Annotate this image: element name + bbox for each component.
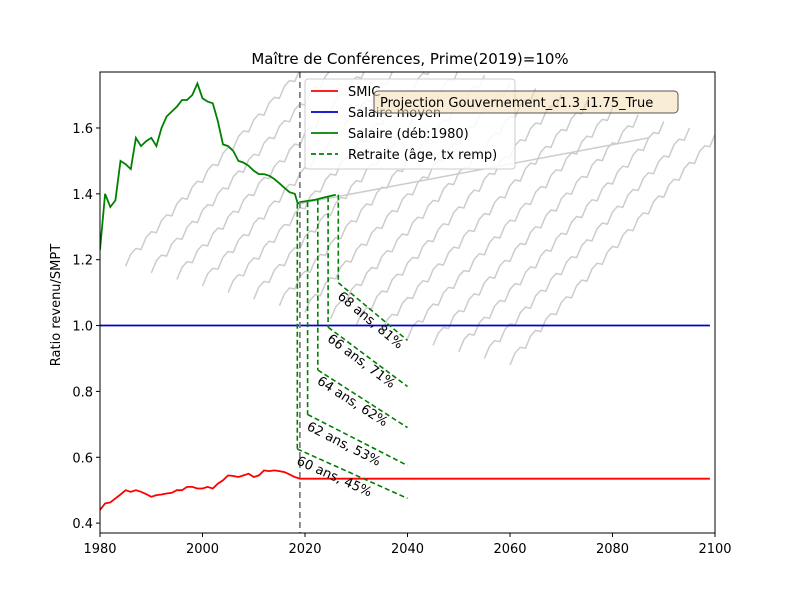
x-tick-label: 2060 — [493, 542, 526, 557]
pension-decline-line — [327, 326, 408, 388]
x-tick-label: 2000 — [186, 542, 219, 557]
legend-label: SMIC — [348, 85, 380, 100]
y-tick-label: 1.4 — [72, 188, 93, 203]
cohort-curve — [432, 114, 639, 346]
y-tick-label: 1.0 — [72, 320, 93, 335]
cohort-curve — [509, 134, 715, 366]
plot-area — [100, 72, 715, 533]
legend-label: Salaire (déb:1980) — [348, 127, 469, 142]
x-tick-label: 2020 — [288, 542, 321, 557]
cohort-curve — [406, 107, 614, 339]
y-axis-label: Ratio revenu/SMPT — [49, 244, 64, 366]
x-tick-label: 2080 — [596, 542, 629, 557]
series-line-smic — [100, 469, 710, 511]
legend-label: Retraite (âge, tx remp) — [348, 148, 497, 163]
cohort-curve — [483, 127, 691, 359]
cohort-curve — [355, 94, 562, 326]
pension-decline-line — [337, 282, 409, 342]
projection-line — [299, 137, 649, 205]
y-tick-label: 0.6 — [72, 451, 93, 466]
x-tick-label: 1980 — [83, 542, 116, 557]
pension-decline-line — [317, 369, 408, 429]
pension-decline-line — [307, 413, 408, 467]
x-tick-label: 2100 — [698, 542, 731, 557]
plot-frame — [99, 71, 716, 534]
y-tick-label: 1.6 — [72, 122, 93, 137]
y-tick-label: 0.8 — [72, 385, 93, 400]
series-line-salaire-d-b-1980- — [100, 81, 336, 250]
cohort-curve — [458, 121, 665, 353]
x-tick-label: 2040 — [391, 542, 424, 557]
pension-decline-line — [296, 448, 408, 500]
cohort-curve — [381, 101, 588, 333]
annotation-text: Projection Gouvernement_c1.3_i1.75_True — [380, 96, 653, 111]
annotation-box — [373, 90, 679, 114]
y-tick-label: 0.4 — [72, 517, 93, 532]
chart-title: Maître de Conférences, Prime(2019)=10% — [251, 50, 568, 68]
cohort-curve — [124, 72, 300, 267]
y-tick-label: 1.2 — [72, 254, 93, 269]
